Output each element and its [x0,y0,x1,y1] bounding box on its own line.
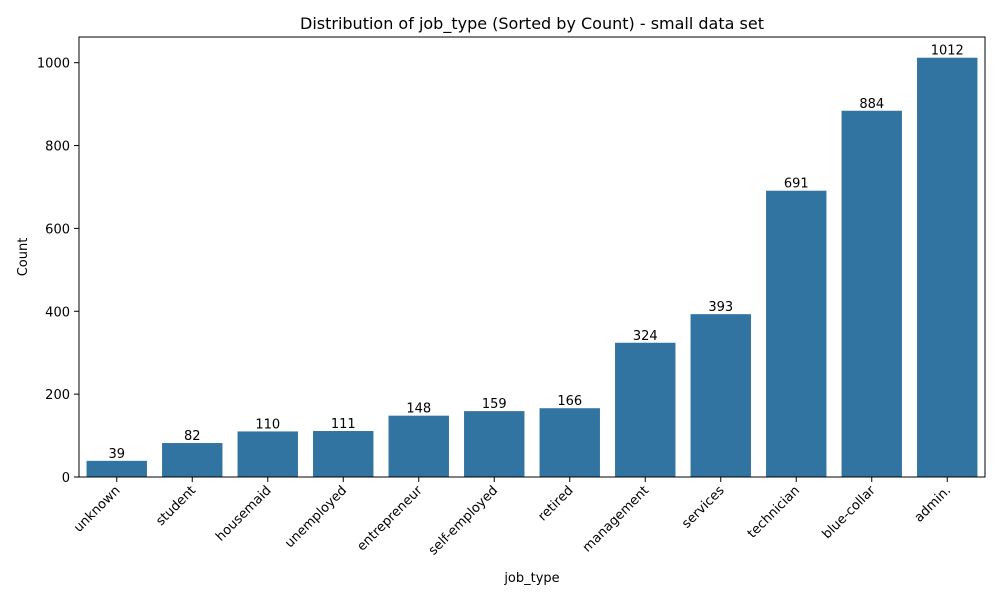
bar-value-label: 82 [184,429,201,444]
x-tick-label: technician [745,483,803,541]
bar-value-label: 159 [482,397,507,412]
bar-technician [766,190,827,477]
x-tick-label: services [679,483,727,531]
bar-unemployed [313,431,374,477]
bar-value-label: 884 [859,97,884,112]
bar-value-label: 691 [784,177,809,192]
y-tick-label: 600 [45,222,70,237]
bar-entrepreneur [388,415,449,477]
bar-value-label: 324 [633,329,658,344]
x-tick-label: self-employed [426,483,501,558]
bar-value-label: 166 [557,394,582,409]
bar-labels-group: 39 82 110 111 148 159 166 324 393 691 884 1012 [108,44,963,462]
x-tick-label: retired [536,483,577,524]
y-tick-label: 1000 [37,57,70,72]
bar-value-label: 110 [255,417,280,432]
x-tick-label: entrepreneur [354,483,426,555]
bar-management [615,342,676,477]
bar-student [162,443,223,477]
bar-unknown [86,460,147,477]
bar-housemaid [237,431,298,477]
y-tick-label: 0 [62,471,70,486]
bar-services [690,314,751,477]
x-tick-label: student [153,483,199,529]
bar-value-label: 393 [708,300,733,315]
x-tick-label: blue-collar [820,483,879,542]
bar-self-employed [464,411,525,477]
bar-value-label: 148 [406,402,431,417]
x-tick-label: unemployed [282,483,350,551]
bar-value-label: 1012 [931,44,964,59]
x-tick-label: unknown [71,483,123,535]
y-tick-label: 400 [45,305,70,320]
y-axis: 0 200 400 600 800 1000 [37,57,79,486]
bar-admin. [917,57,978,477]
plot-frame [78,36,986,478]
y-axis-label: Count [16,238,31,277]
bars-group [86,57,978,477]
x-tick-label: management [580,483,652,555]
x-tick-label: housemaid [213,483,274,544]
x-axis: unknown student housemaid unemployed entrepr… [71,477,954,558]
bar-blue-collar [841,110,902,477]
x-tick-label: admin. [912,483,954,525]
y-tick-label: 200 [45,388,70,403]
chart-title: Distribution of job_type (Sorted by Coun… [300,14,764,34]
x-axis-label: job_type [503,571,559,586]
bar-value-label: 39 [108,447,125,462]
bar-value-label: 111 [331,417,356,432]
y-tick-label: 800 [45,140,70,155]
bar-retired [539,408,600,477]
